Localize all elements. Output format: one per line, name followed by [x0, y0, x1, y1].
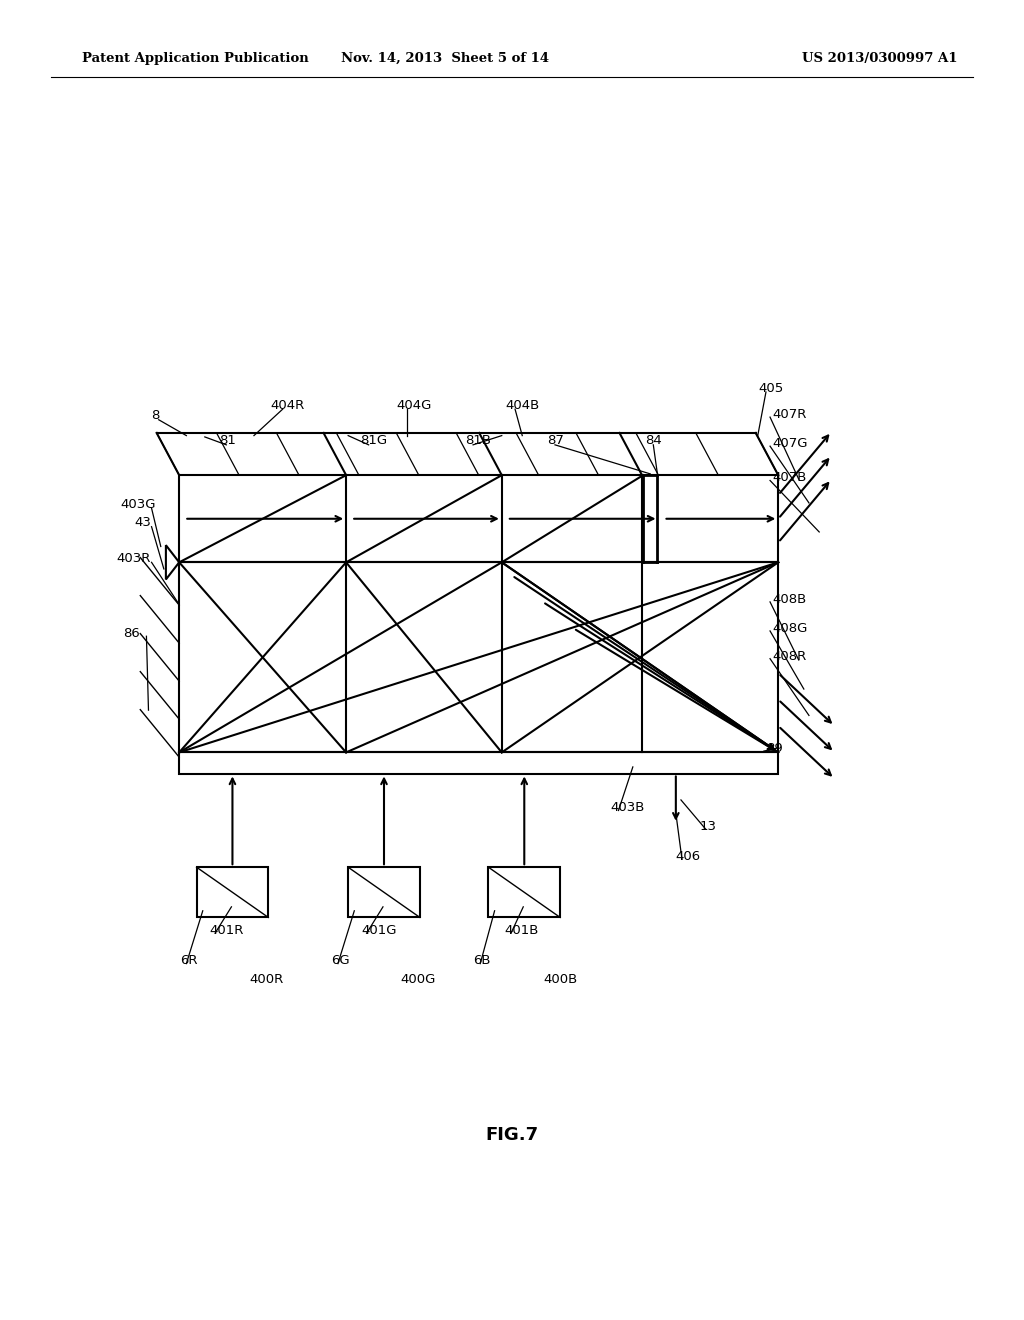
- Text: 43: 43: [134, 516, 151, 529]
- Text: 400R: 400R: [250, 973, 284, 986]
- Text: 408G: 408G: [772, 622, 808, 635]
- Bar: [179, 475, 778, 562]
- Text: Nov. 14, 2013  Sheet 5 of 14: Nov. 14, 2013 Sheet 5 of 14: [341, 51, 550, 65]
- Text: 6R: 6R: [180, 954, 198, 968]
- Text: 84: 84: [645, 434, 662, 447]
- Text: 13: 13: [699, 820, 717, 833]
- Bar: [197, 867, 268, 917]
- Text: 401G: 401G: [361, 924, 397, 937]
- Bar: [488, 867, 560, 917]
- Bar: [179, 562, 778, 752]
- Text: US 2013/0300997 A1: US 2013/0300997 A1: [802, 51, 957, 65]
- Bar: [348, 867, 420, 917]
- Text: 6B: 6B: [473, 954, 490, 968]
- Text: 8: 8: [152, 409, 160, 422]
- Text: 400G: 400G: [400, 973, 436, 986]
- Text: 404R: 404R: [270, 399, 304, 412]
- Text: 408R: 408R: [772, 649, 806, 663]
- Text: 401B: 401B: [505, 924, 540, 937]
- Text: 407G: 407G: [772, 437, 808, 450]
- Bar: [179, 752, 778, 774]
- Text: 86: 86: [123, 627, 139, 640]
- Text: 89: 89: [766, 742, 782, 755]
- Text: 401R: 401R: [209, 924, 244, 937]
- Text: 87: 87: [547, 434, 563, 447]
- Text: 407R: 407R: [772, 408, 807, 421]
- Text: 408B: 408B: [772, 593, 806, 606]
- Text: 403G: 403G: [121, 498, 157, 511]
- Text: 81G: 81G: [360, 434, 387, 447]
- Text: 404B: 404B: [506, 399, 540, 412]
- Text: 81B: 81B: [465, 434, 490, 447]
- Text: 403R: 403R: [117, 552, 152, 565]
- Text: 407B: 407B: [772, 471, 807, 484]
- Text: 406: 406: [676, 850, 701, 863]
- Text: Patent Application Publication: Patent Application Publication: [82, 51, 308, 65]
- Text: 400B: 400B: [544, 973, 578, 986]
- Text: 404G: 404G: [396, 399, 432, 412]
- Text: 405: 405: [759, 381, 784, 395]
- Text: 403B: 403B: [610, 801, 645, 814]
- Text: FIG.7: FIG.7: [485, 1126, 539, 1144]
- Text: 6G: 6G: [331, 954, 349, 968]
- Text: 81: 81: [219, 434, 236, 447]
